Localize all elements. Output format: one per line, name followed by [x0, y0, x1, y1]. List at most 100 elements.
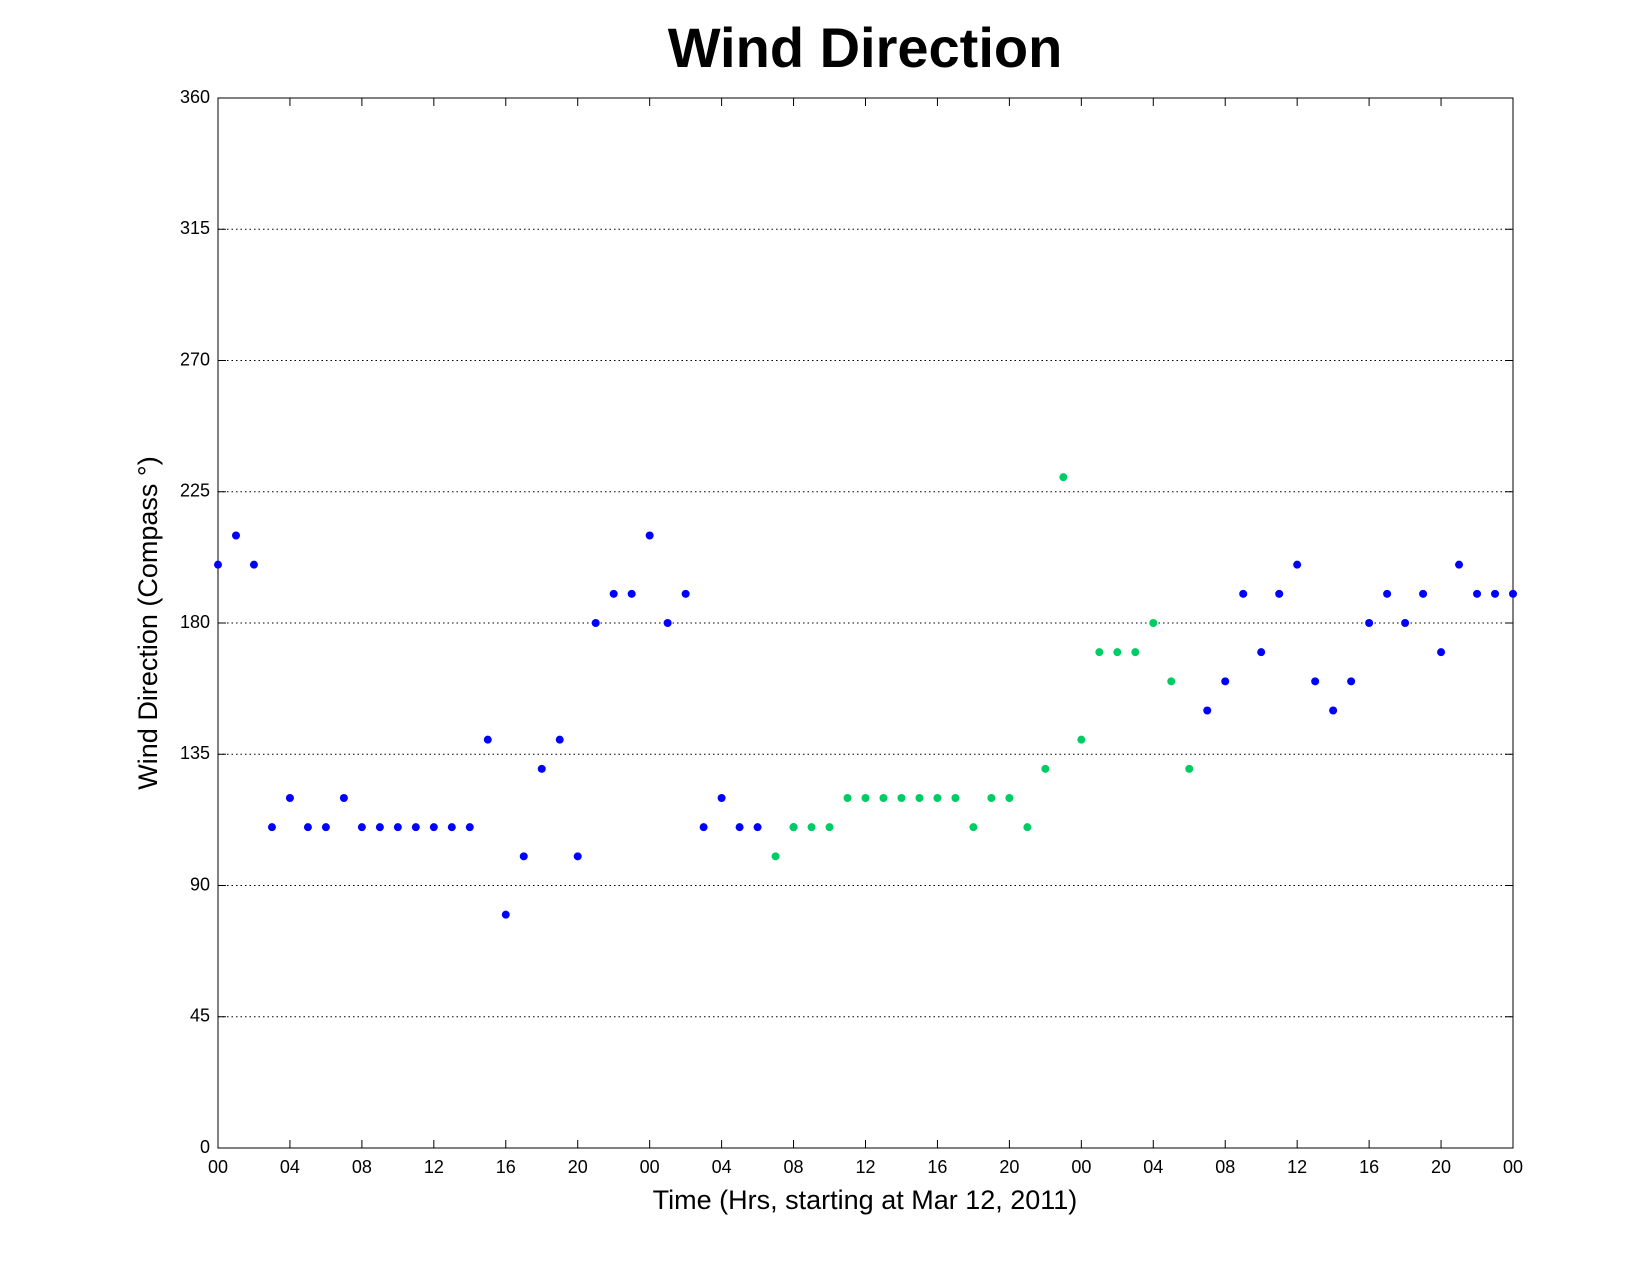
point — [1473, 589, 1482, 598]
point — [1059, 473, 1068, 482]
point — [1347, 677, 1356, 686]
y-tick-label: 90 — [190, 874, 210, 894]
point — [771, 852, 780, 861]
y-tick-label: 180 — [180, 612, 210, 632]
point — [1095, 648, 1104, 657]
point — [249, 560, 258, 569]
y-tick-label: 360 — [180, 87, 210, 107]
x-tick-label: 00 — [640, 1157, 660, 1177]
y-tick-label: 0 — [200, 1137, 210, 1157]
x-tick-label: 20 — [999, 1157, 1019, 1177]
point — [645, 531, 654, 540]
point — [663, 619, 672, 627]
point — [789, 823, 798, 832]
point — [969, 823, 978, 832]
point — [1221, 677, 1230, 686]
x-tick-label: 12 — [424, 1157, 444, 1177]
x-tick-label: 16 — [1359, 1157, 1379, 1177]
x-tick-label: 00 — [1071, 1157, 1091, 1177]
point — [483, 735, 492, 744]
point — [735, 823, 744, 832]
point — [591, 619, 600, 627]
point — [1419, 589, 1428, 598]
x-tick-label: 04 — [1143, 1157, 1163, 1177]
point — [843, 794, 852, 802]
x-tick-label: 00 — [1503, 1157, 1523, 1177]
x-axis-label: Time (Hrs, starting at Mar 12, 2011) — [653, 1185, 1078, 1215]
y-tick-label: 135 — [180, 743, 210, 763]
point — [357, 823, 366, 832]
point — [573, 852, 582, 861]
point — [555, 735, 564, 744]
x-tick-label: 04 — [712, 1157, 732, 1177]
point — [285, 794, 294, 802]
point — [1311, 677, 1320, 686]
point — [321, 823, 330, 832]
point — [231, 531, 240, 540]
y-axis-label: Wind Direction (Compass °) — [133, 456, 163, 789]
plot-frame — [217, 97, 1514, 1149]
point — [627, 589, 636, 598]
point — [1041, 764, 1050, 773]
point — [897, 794, 906, 802]
point — [879, 794, 888, 802]
y-tick-label: 45 — [190, 1006, 210, 1026]
point — [1275, 589, 1284, 598]
point — [681, 589, 690, 598]
point — [537, 764, 546, 773]
point — [717, 794, 726, 802]
point — [753, 823, 762, 832]
point — [1149, 619, 1158, 627]
x-tick-label: 08 — [784, 1157, 804, 1177]
y-tick-label: 225 — [180, 481, 210, 501]
point — [411, 823, 420, 832]
y-tick-label: 315 — [180, 218, 210, 238]
point — [1329, 706, 1338, 715]
point — [1185, 764, 1194, 773]
point — [267, 823, 276, 832]
point — [1203, 706, 1212, 715]
point — [214, 560, 222, 569]
point — [1293, 560, 1302, 569]
x-tick-label: 08 — [352, 1157, 372, 1177]
x-tick-label: 08 — [1215, 1157, 1235, 1177]
point — [987, 794, 996, 802]
point — [519, 852, 528, 861]
x-tick-label: 12 — [1287, 1157, 1307, 1177]
point — [1437, 648, 1446, 657]
y-tick-label: 270 — [180, 349, 210, 369]
point — [375, 823, 384, 832]
x-tick-label: 16 — [496, 1157, 516, 1177]
point — [447, 823, 456, 832]
point — [1167, 677, 1176, 686]
point — [1509, 589, 1517, 598]
chart-title: Wind Direction — [668, 16, 1063, 79]
point — [1257, 648, 1266, 657]
point — [501, 910, 510, 919]
point — [465, 823, 474, 832]
point — [1113, 648, 1122, 657]
x-tick-label: 04 — [280, 1157, 300, 1177]
point — [933, 794, 942, 802]
point — [915, 794, 924, 802]
x-tick-label: 16 — [927, 1157, 947, 1177]
point — [1401, 619, 1410, 627]
x-tick-label: 12 — [855, 1157, 875, 1177]
point — [1383, 589, 1392, 598]
point — [807, 823, 816, 832]
point — [339, 794, 348, 802]
point — [1077, 735, 1086, 744]
point — [393, 823, 402, 832]
point — [1365, 619, 1374, 627]
point — [699, 823, 708, 832]
point — [429, 823, 438, 832]
x-tick-label: 20 — [568, 1157, 588, 1177]
point — [1131, 648, 1140, 657]
point — [1239, 589, 1248, 598]
point — [1491, 589, 1500, 598]
point — [861, 794, 870, 802]
point — [1023, 823, 1032, 832]
point — [609, 589, 618, 598]
